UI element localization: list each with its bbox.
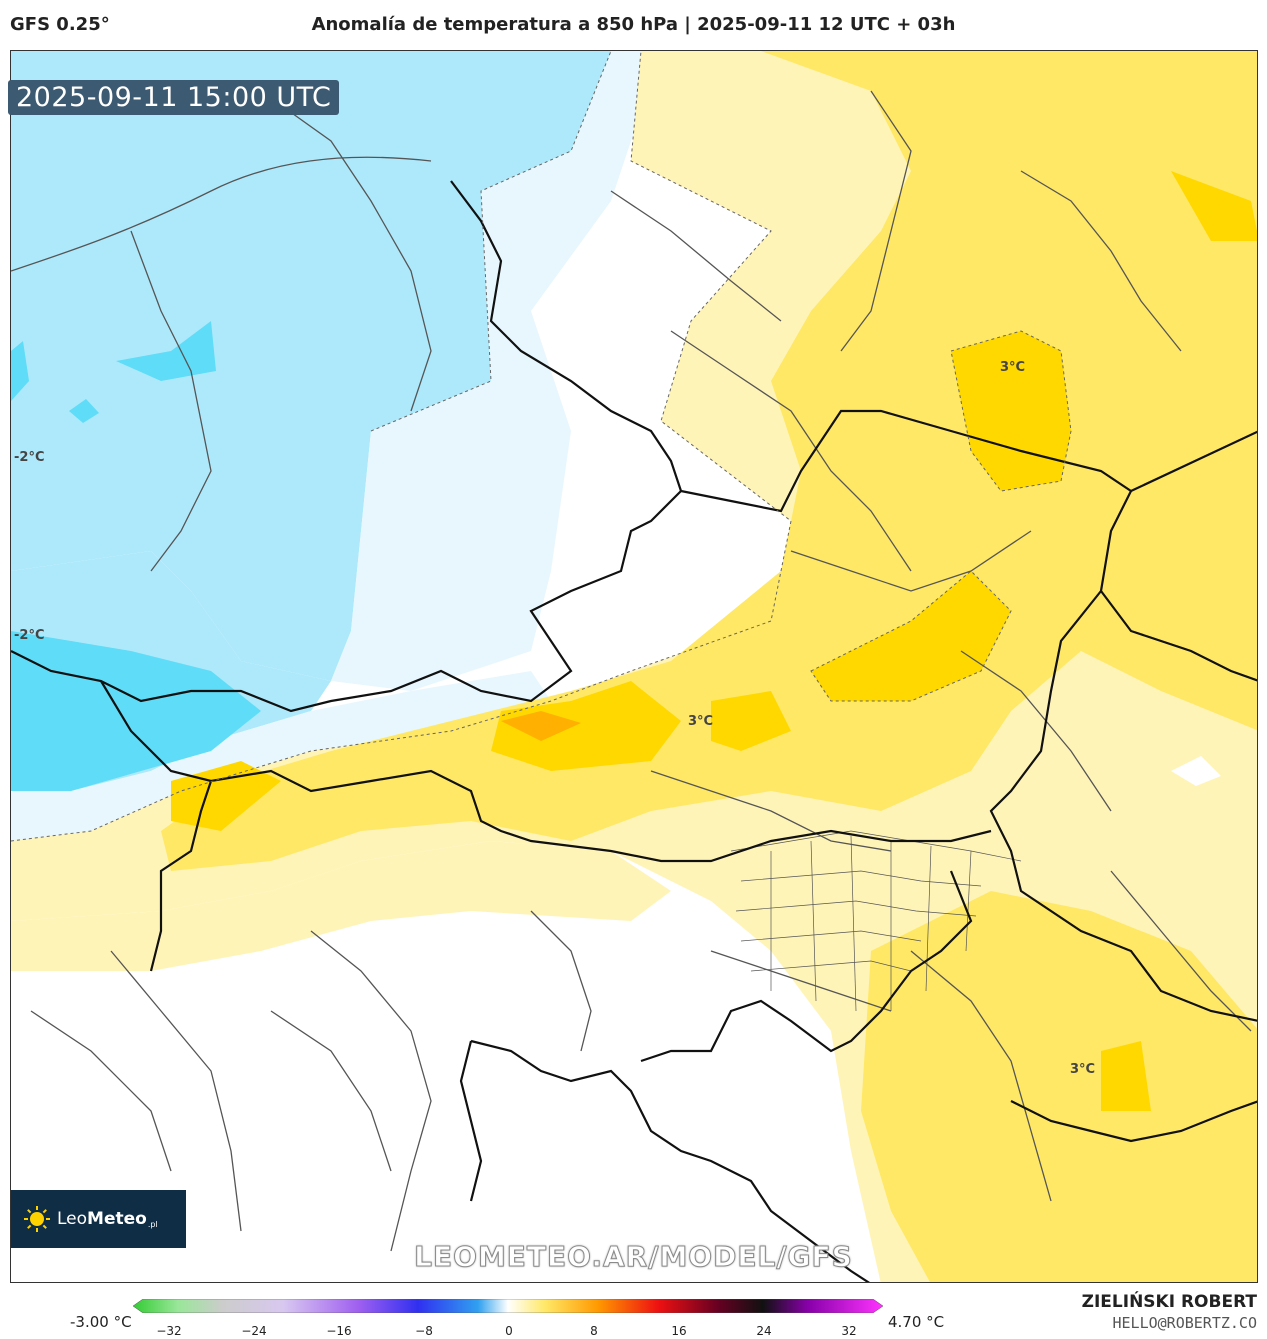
cold-strong-patch <box>116 321 216 381</box>
warm-strong-patch <box>491 681 681 771</box>
county-mesh <box>730 830 1022 1012</box>
colorbar-tick: 32 <box>841 1324 857 1338</box>
colorbar-tick: 0 <box>505 1324 513 1338</box>
colorbar-tick: −24 <box>241 1324 267 1338</box>
sea <box>451 1031 880 1282</box>
colorbar-tick: −8 <box>415 1324 433 1338</box>
page-title: Anomalía de temperatura a 850 hPa | 2025… <box>311 14 956 35</box>
sun-icon <box>24 1206 50 1232</box>
colorbar-tick: −32 <box>156 1324 182 1338</box>
colorbar-tick: 8 <box>590 1324 598 1338</box>
national-borders <box>11 180 1257 1282</box>
leometeo-logo: Leo Meteo .pl <box>11 1190 186 1248</box>
watermark: LEOMETEO.AR/MODEL/GFS <box>414 1240 853 1274</box>
colorbar-max-label: 4.70 °C <box>888 1313 945 1331</box>
warm-strong-patch <box>1101 1041 1151 1111</box>
warm-strong-patch <box>811 571 1011 701</box>
contour-label: 3°C <box>1070 1062 1096 1077</box>
valid-time-badge: 2025-09-11 15:00 UTC <box>8 80 340 115</box>
cool-patch <box>1171 756 1221 786</box>
logo-text-light: Leo <box>57 1209 88 1229</box>
model-name: GFS 0.25° <box>10 14 110 35</box>
cold-region <box>11 51 611 681</box>
author-email: HELLO@ROBERTZ.CO <box>1112 1314 1258 1332</box>
warm-light-band <box>11 841 671 971</box>
logo-text-bold: Meteo <box>87 1209 147 1229</box>
cold-strong-patch <box>11 341 29 401</box>
cool-band <box>11 671 551 841</box>
contour-label: -2°C <box>14 628 45 643</box>
colorbar-tick: 16 <box>671 1324 687 1338</box>
cold-strong-patch <box>11 631 261 791</box>
hot-patch <box>501 711 581 741</box>
colorbar-tick: 24 <box>756 1324 772 1338</box>
warm-strong-patch <box>711 691 791 751</box>
cool-zone <box>331 51 661 691</box>
contour-label: -2°C <box>14 450 45 465</box>
cold-strong-patch <box>69 399 99 423</box>
temperature-anomaly-map <box>10 50 1258 1283</box>
author-name: ZIELIŃSKI ROBERT <box>1081 1292 1257 1312</box>
regional-borders <box>11 90 1252 1252</box>
warm-strong-patch <box>1171 171 1257 241</box>
warm-strong-patch <box>951 331 1071 491</box>
colorbar <box>133 1299 883 1313</box>
colorbar-tick: −16 <box>326 1324 352 1338</box>
contour-label: 3°C <box>1000 360 1026 375</box>
map-canvas <box>11 51 1257 1282</box>
logo-suffix: .pl <box>147 1219 158 1229</box>
contour-label: 3°C <box>688 714 714 729</box>
contour-lines <box>11 51 1072 842</box>
colorbar-min-label: -3.00 °C <box>70 1313 132 1331</box>
